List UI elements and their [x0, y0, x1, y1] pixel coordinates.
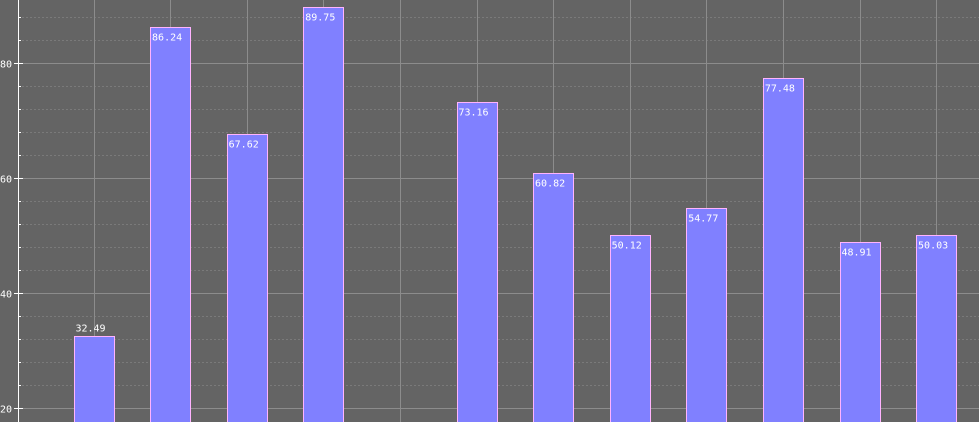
- bar-value-label: 73.16: [458, 108, 488, 119]
- bar: [227, 134, 268, 422]
- bar: [686, 208, 727, 422]
- bar-value-label: 48.91: [841, 248, 871, 259]
- bar-value-label: 54.77: [688, 214, 718, 225]
- bars: [74, 7, 957, 422]
- bar: [533, 173, 574, 422]
- bar: [763, 78, 804, 422]
- y-tick-label: 80: [0, 60, 12, 71]
- data-labels: 32.49 86.24 67.62 89.75 73.16 60.82 50.12 54.77…: [75, 13, 948, 335]
- bar-value-label: 32.49: [75, 324, 105, 335]
- bar-value-label: 77.48: [765, 84, 795, 95]
- bar-value-label: 60.82: [535, 179, 565, 190]
- y-tick-label: 40: [0, 290, 12, 301]
- bar: [610, 235, 651, 422]
- bar-value-label: 67.62: [229, 140, 259, 151]
- bar: [150, 27, 191, 422]
- y-tick-label: 20: [0, 405, 12, 416]
- bar: [916, 235, 957, 422]
- bar-value-label: 50.12: [612, 241, 642, 252]
- bar: [303, 7, 344, 422]
- bar: [840, 242, 881, 422]
- bar: [74, 336, 115, 422]
- y-tick-label: 60: [0, 175, 12, 186]
- bar: [457, 102, 498, 422]
- bar-value-label: 89.75: [305, 13, 335, 24]
- y-axis: 20 40 60 80: [0, 0, 23, 422]
- bar-value-label: 50.03: [918, 241, 948, 252]
- bar-value-label: 86.24: [152, 33, 182, 44]
